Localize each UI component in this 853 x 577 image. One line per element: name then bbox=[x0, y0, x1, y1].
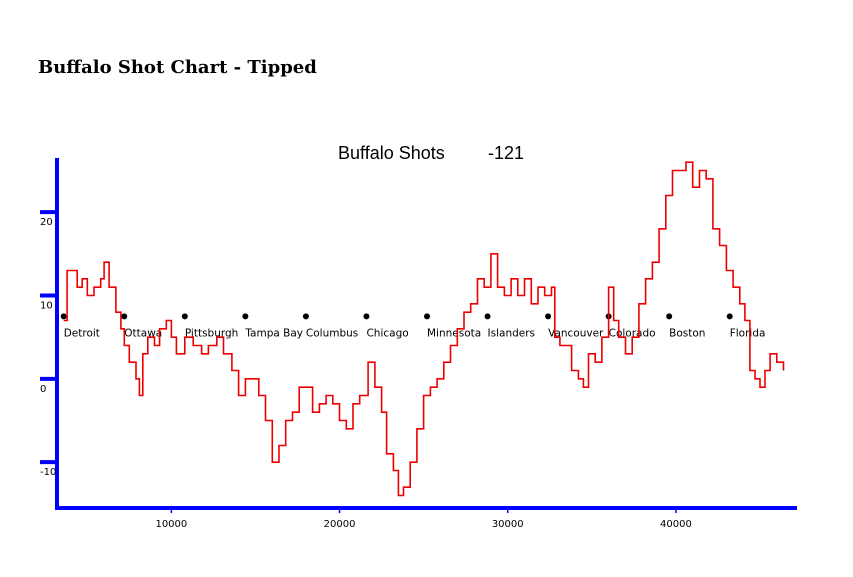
game-marker bbox=[60, 313, 67, 320]
game-label: Chicago bbox=[366, 327, 408, 339]
y-tick-label: 10 bbox=[40, 301, 53, 312]
game-label: Pittsburgh bbox=[185, 327, 239, 339]
game-marker bbox=[484, 313, 491, 320]
game-label: Islanders bbox=[488, 327, 535, 339]
chart-title: Buffalo Shots bbox=[338, 143, 445, 163]
series-line bbox=[63, 161, 785, 497]
game-label: Vancouver bbox=[548, 327, 604, 339]
game-marker bbox=[363, 313, 370, 320]
game-label: Minnesota bbox=[427, 327, 481, 339]
game-label: Tampa Bay bbox=[244, 327, 303, 339]
x-tick-label: 30000 bbox=[492, 519, 524, 530]
y-tick-label: -10 bbox=[40, 467, 56, 478]
game-label: Florida bbox=[730, 327, 766, 339]
game-label: Boston bbox=[669, 327, 705, 339]
game-marker bbox=[302, 313, 309, 320]
game-marker bbox=[242, 313, 249, 320]
game-label: Detroit bbox=[64, 327, 100, 339]
game-marker bbox=[726, 313, 733, 320]
y-tick-label: 20 bbox=[40, 217, 53, 228]
x-tick-label: 10000 bbox=[155, 519, 187, 530]
final-value: -121 bbox=[488, 143, 524, 163]
y-axis-ticks: 20 10 0 -10 bbox=[40, 210, 57, 478]
game-marker bbox=[424, 313, 430, 320]
game-marker bbox=[666, 313, 673, 320]
game-marker bbox=[545, 313, 552, 320]
game-marker bbox=[121, 313, 128, 320]
chart-title-group: Buffalo Shots -121 bbox=[338, 143, 524, 163]
game-label: Ottawa bbox=[124, 327, 162, 339]
game-markers: Detroit Ottawa Pittsburgh Tampa Bay Columbus… bbox=[60, 313, 766, 339]
page-title: Buffalo Shot Chart - Tipped bbox=[38, 57, 317, 78]
x-tick-label: 40000 bbox=[660, 519, 692, 530]
game-label: Colorado bbox=[609, 327, 656, 339]
x-axis-ticks: 10000 20000 30000 40000 bbox=[155, 508, 692, 530]
chart-axes bbox=[55, 158, 797, 510]
y-tick-label: 0 bbox=[40, 384, 46, 395]
game-marker bbox=[181, 313, 188, 320]
series-group bbox=[63, 161, 785, 497]
x-tick-label: 20000 bbox=[324, 519, 356, 530]
game-label: Columbus bbox=[306, 327, 358, 339]
